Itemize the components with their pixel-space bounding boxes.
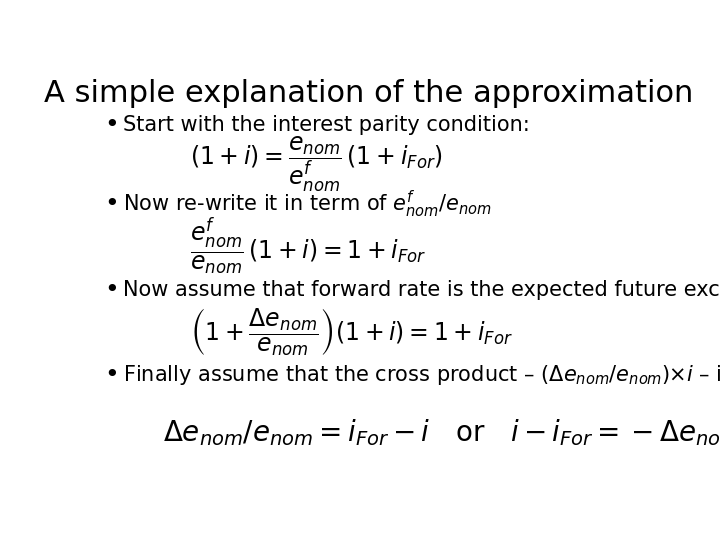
Text: •: •: [104, 362, 119, 387]
Text: •: •: [104, 192, 119, 216]
Text: Now assume that forward rate is the expected future exchange rate. Then: Now assume that forward rate is the expe…: [124, 280, 720, 300]
Text: •: •: [104, 278, 119, 302]
Text: Finally assume that the cross product – ($\Delta e_{nom}/e_{nom}$)×$i$ – is clos: Finally assume that the cross product – …: [124, 362, 720, 387]
Text: $(1+i) = \dfrac{e_{nom}}{e^f_{nom}}\,(1+i_{For})$: $(1+i) = \dfrac{e_{nom}}{e^f_{nom}}\,(1+…: [190, 135, 444, 194]
Text: A simple explanation of the approximation: A simple explanation of the approximatio…: [45, 79, 693, 109]
Text: $\dfrac{e^f_{nom}}{e_{nom}}\,(1+i) = 1+i_{For}$: $\dfrac{e^f_{nom}}{e_{nom}}\,(1+i) = 1+i…: [190, 216, 427, 277]
Text: Now re-write it in term of $e^f_{nom}/e_{nom}$: Now re-write it in term of $e^f_{nom}/e_…: [124, 188, 492, 220]
Text: •: •: [104, 113, 119, 137]
Text: $\left(1+\dfrac{\Delta e_{nom}}{e_{nom}}\right)(1+i) = 1+i_{For}$: $\left(1+\dfrac{\Delta e_{nom}}{e_{nom}}…: [190, 306, 513, 358]
Text: $\Delta e_{nom}/e_{nom} = i_{For} - i$   or   $i - i_{For} = -\Delta e_{nom}/e_{: $\Delta e_{nom}/e_{nom} = i_{For} - i$ o…: [163, 417, 720, 448]
Text: Start with the interest parity condition:: Start with the interest parity condition…: [124, 115, 530, 135]
